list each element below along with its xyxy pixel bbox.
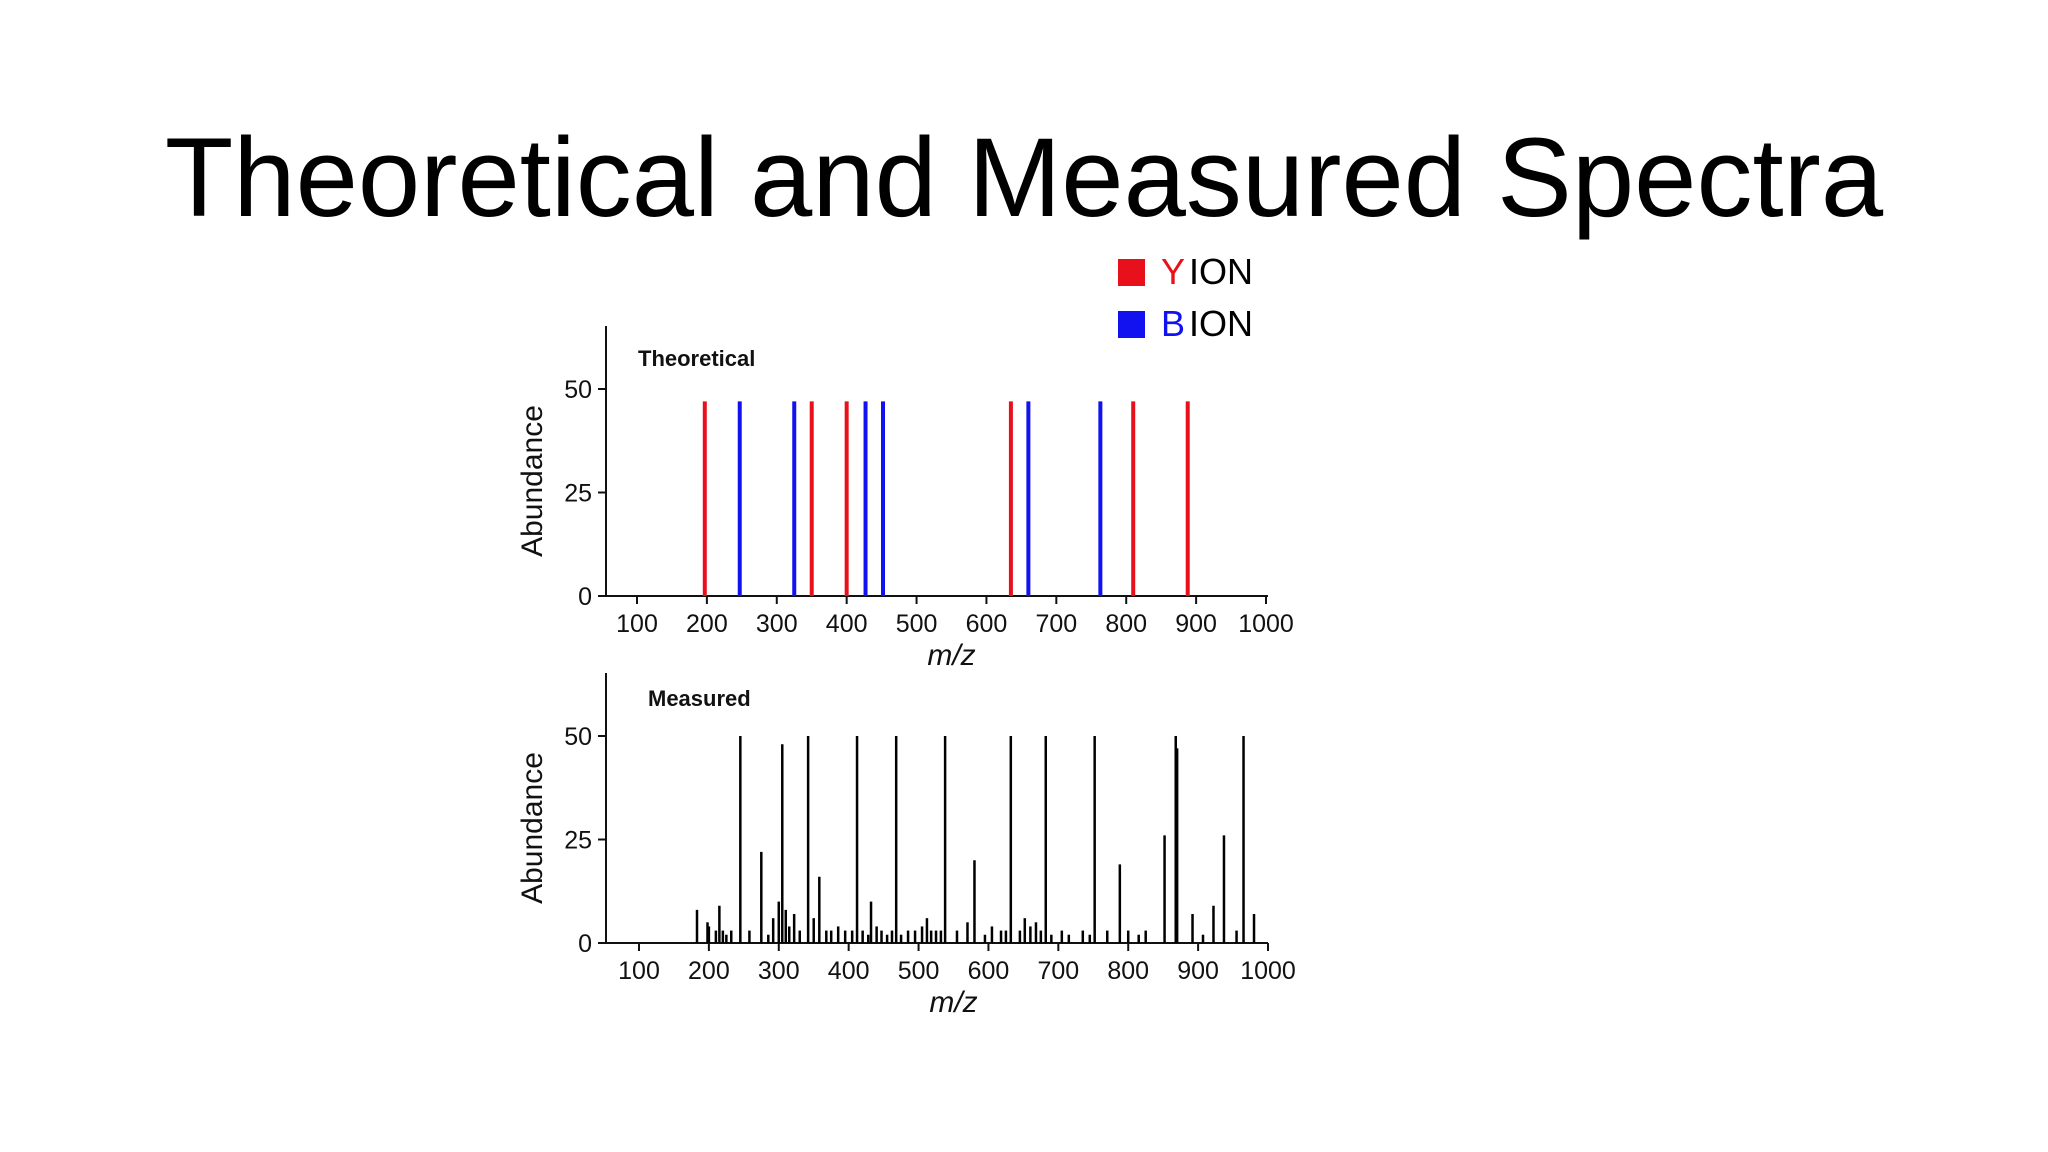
x-tick-label: 800 bbox=[1105, 610, 1147, 638]
theoretical-panel: 0 25 50 100 200 300 400 500 600 700 800 900 1000 m/z A… bbox=[516, 326, 1294, 672]
x-tick-label: 1000 bbox=[1240, 957, 1296, 985]
panel-label: Measured bbox=[648, 686, 751, 711]
legend-item-b-ion: B ION bbox=[1118, 298, 1253, 350]
x-tick-label: 700 bbox=[1037, 957, 1079, 985]
x-tick-label: 400 bbox=[826, 610, 868, 638]
legend-letter-b: B bbox=[1161, 303, 1186, 344]
x-tick-label: 600 bbox=[966, 610, 1008, 638]
x-tick-label: 1000 bbox=[1238, 610, 1294, 638]
legend-swatch-y bbox=[1118, 258, 1145, 286]
y-tick-label: 50 bbox=[564, 376, 592, 404]
x-tick-label: 500 bbox=[898, 957, 940, 985]
x-tick-label: 100 bbox=[618, 957, 660, 985]
x-tick-label: 700 bbox=[1035, 610, 1077, 638]
legend-text-b: ION bbox=[1189, 303, 1254, 344]
y-axis-label: Abundance bbox=[516, 752, 549, 904]
x-tick-label: 300 bbox=[756, 610, 798, 638]
series-y-ion bbox=[702, 401, 1190, 596]
legend: Y ION B ION bbox=[1118, 246, 1253, 350]
x-tick-label: 800 bbox=[1107, 957, 1149, 985]
measured-panel: 0 25 50 100 200 300 400 500 600 700 800 900 1000 m/z A… bbox=[516, 673, 1296, 1019]
x-tick-label: 400 bbox=[828, 957, 870, 985]
legend-letter-y: Y bbox=[1161, 251, 1186, 292]
y-tick-label: 0 bbox=[578, 930, 592, 958]
legend-item-y-ion: Y ION bbox=[1118, 246, 1253, 298]
series-measured bbox=[695, 736, 1256, 943]
x-tick-label: 900 bbox=[1175, 610, 1217, 638]
x-axis-label: m/z bbox=[927, 639, 975, 672]
x-tick-label: 200 bbox=[686, 610, 728, 638]
x-tick-label: 500 bbox=[896, 610, 938, 638]
legend-text-y: ION bbox=[1189, 251, 1254, 292]
x-tick-label: 200 bbox=[688, 957, 730, 985]
x-axis-label: m/z bbox=[929, 986, 977, 1019]
legend-swatch-b bbox=[1118, 310, 1145, 338]
y-tick-label: 50 bbox=[564, 723, 592, 751]
x-tick-label: 300 bbox=[758, 957, 800, 985]
y-tick-label: 0 bbox=[578, 583, 592, 611]
y-tick-label: 25 bbox=[564, 827, 592, 855]
slide-title: Theoretical and Measured Spectra bbox=[164, 115, 1884, 240]
x-tick-label: 600 bbox=[968, 957, 1010, 985]
y-axis-label: Abundance bbox=[516, 405, 549, 557]
series-b-ion bbox=[737, 401, 1103, 596]
x-tick-label: 100 bbox=[616, 610, 658, 638]
y-tick-label: 25 bbox=[564, 480, 592, 508]
x-tick-label: 900 bbox=[1177, 957, 1219, 985]
panel-label: Theoretical bbox=[638, 346, 755, 371]
